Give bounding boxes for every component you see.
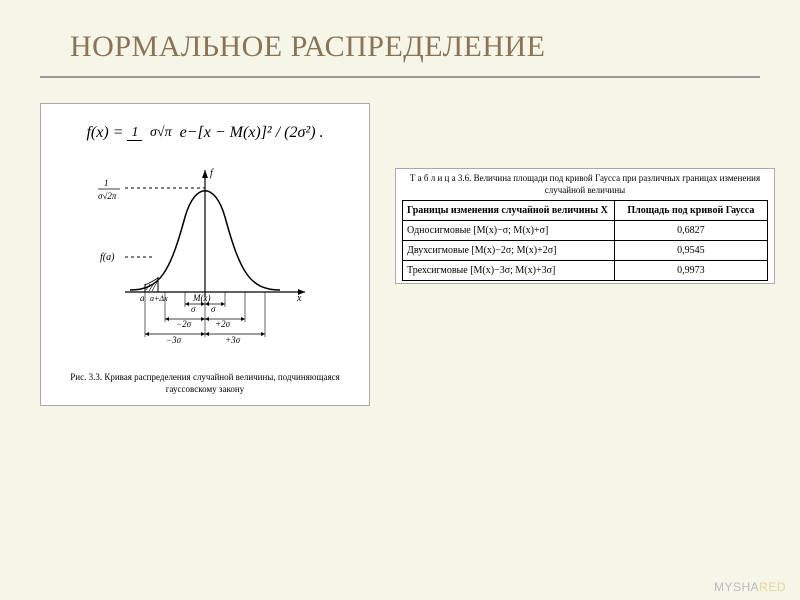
bell-curve-svg: f 1 σ√2π f(a) a a+Δx M(x) x σ σ −2σ +2σ … <box>90 162 320 362</box>
th-col2: Площадь под кривой Гаусса <box>614 201 767 221</box>
fa-label: f(a) <box>100 252 115 263</box>
table-caption: Т а б л и ц а 3.6. Величина площади под … <box>402 173 768 200</box>
cell-label: Односигмовые [M(x)−σ; M(x)+σ] <box>403 221 615 241</box>
cell-value: 0,9545 <box>614 241 767 261</box>
formula-num: 1 <box>127 125 142 141</box>
table-row: Односигмовые [M(x)−σ; M(x)+σ] 0,6827 <box>403 221 768 241</box>
cell-value: 0,9973 <box>614 261 767 281</box>
formula-fraction: 1 σ√π <box>127 125 175 141</box>
s1l: σ <box>191 304 196 314</box>
title-divider <box>40 76 760 78</box>
cell-value: 0,6827 <box>614 221 767 241</box>
s3r: +3σ <box>225 335 241 345</box>
cell-label: Трехсигмовые [M(x)−3σ; M(x)+3σ] <box>403 261 615 281</box>
slide-title: НОРМАЛЬНОЕ РАСПРЕДЕЛЕНИЕ <box>0 0 800 76</box>
cell-label: Двухсигмовые [M(x)−2σ; M(x)+2σ] <box>403 241 615 261</box>
s2r: +2σ <box>215 319 231 329</box>
left-panel: f(x) = 1 σ√π e−[x − M(x)]² / (2σ²) . <box>40 103 370 406</box>
formula-exp: e−[x − M(x)]² / (2σ²) . <box>180 124 324 141</box>
x-a: a <box>140 293 145 303</box>
formula-lhs: f(x) = <box>86 124 127 141</box>
x-mx: M(x) <box>192 293 211 303</box>
watermark-b: RED <box>759 580 786 594</box>
y-top-1: 1 <box>104 178 109 188</box>
formula-den: σ√π <box>146 125 176 140</box>
s3l: −3σ <box>166 335 182 345</box>
table-row: Двухсигмовые [M(x)−2σ; M(x)+2σ] 0,9545 <box>403 241 768 261</box>
th-col1: Границы изменения случайной величины X <box>403 201 615 221</box>
x-adx: a+Δx <box>150 294 168 303</box>
y-axis-label: f <box>210 168 214 179</box>
s2l: −2σ <box>176 319 192 329</box>
watermark: MYSHARED <box>714 580 786 594</box>
chart-caption: Рис. 3.3. Кривая распределения случайной… <box>49 366 361 397</box>
content-area: f(x) = 1 σ√π e−[x − M(x)]² / (2σ²) . <box>0 98 800 406</box>
formula-block: f(x) = 1 σ√π e−[x − M(x)]² / (2σ²) . <box>49 112 361 158</box>
y-top-2: σ√2π <box>98 191 117 201</box>
x-axis: x <box>296 293 302 304</box>
gauss-table: Границы изменения случайной величины X П… <box>402 200 768 281</box>
right-panel: Т а б л и ц а 3.6. Величина площади под … <box>395 168 775 284</box>
chart-block: f 1 σ√2π f(a) a a+Δx M(x) x σ σ −2σ +2σ … <box>49 158 361 366</box>
s1r: σ <box>211 304 216 314</box>
watermark-a: MYSHA <box>714 580 759 594</box>
table-row: Трехсигмовые [M(x)−3σ; M(x)+3σ] 0,9973 <box>403 261 768 281</box>
